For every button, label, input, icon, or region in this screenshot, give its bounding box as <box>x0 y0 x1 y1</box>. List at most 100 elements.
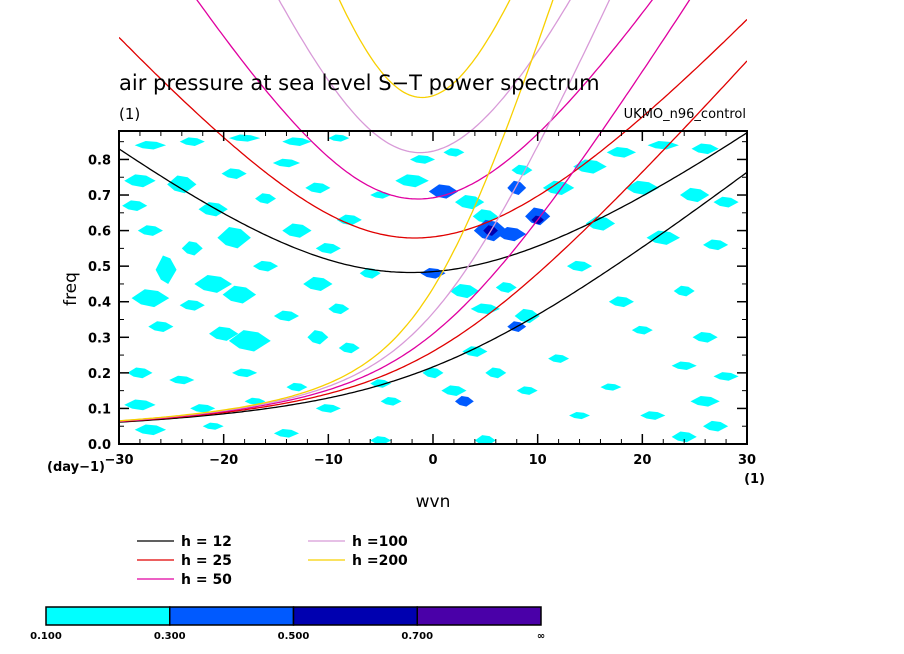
power-patch <box>646 230 681 245</box>
power-patch <box>228 330 271 352</box>
power-patch <box>703 239 729 251</box>
y-axis-label: freq <box>61 272 81 306</box>
legend-label: h =100 <box>352 534 408 550</box>
colorbar-label: 0.500 <box>278 631 310 642</box>
y-tick-label: 0.1 <box>88 402 111 417</box>
y-tick-label: 0.5 <box>88 260 111 275</box>
dispersion-curve-lower-h25 <box>119 60 747 423</box>
power-patch <box>328 303 350 315</box>
dispersion-curve-upper-h100 <box>278 0 571 154</box>
power-patch <box>640 411 666 420</box>
power-patch <box>221 168 247 180</box>
x-tick-label: 0 <box>428 453 437 468</box>
power-patch <box>124 174 156 188</box>
power-patch <box>202 422 224 430</box>
power-patch <box>167 175 197 194</box>
legend-label: h = 12 <box>181 534 232 550</box>
power-contour-patches <box>122 134 739 444</box>
x-tick-label: −20 <box>209 453 238 468</box>
power-patch <box>511 164 533 176</box>
y-tick-label: 0.8 <box>88 153 111 168</box>
power-patch <box>713 372 739 381</box>
power-patch <box>272 158 301 168</box>
power-patch <box>307 330 329 345</box>
power-patch <box>380 397 402 406</box>
power-patch <box>282 223 312 238</box>
power-patch <box>315 404 341 413</box>
power-patch <box>625 180 660 196</box>
power-patch <box>370 379 392 388</box>
power-patch <box>305 182 331 194</box>
legend-label: h = 50 <box>181 572 232 588</box>
power-patch <box>680 187 710 203</box>
colorbar-segment <box>416 606 542 626</box>
colorbar-segment <box>292 606 418 626</box>
power-patch <box>370 436 392 444</box>
power-patch <box>303 276 333 292</box>
power-patch <box>228 134 261 142</box>
power-patch <box>179 137 205 146</box>
power-patch <box>495 282 517 293</box>
power-patch <box>252 260 279 272</box>
power-patch <box>209 326 239 341</box>
dispersion-curve-lower-h12 <box>119 171 747 423</box>
x-tick-label: −30 <box>105 453 134 468</box>
power-patch <box>441 385 467 396</box>
power-patch <box>449 283 480 299</box>
power-patch <box>585 216 616 231</box>
power-patch <box>673 285 695 297</box>
power-patch <box>315 243 341 254</box>
power-patch <box>566 260 593 272</box>
power-patch <box>514 308 540 324</box>
power-patch <box>395 174 429 188</box>
dispersion-curve-lower-h200 <box>119 0 554 422</box>
colorbar-segment <box>169 606 295 626</box>
power-patch <box>474 435 496 444</box>
power-patch <box>370 191 392 199</box>
colorbar-label: 0.300 <box>154 631 186 642</box>
power-patch <box>548 354 570 363</box>
dispersion-curve-lower-h50 <box>119 0 691 422</box>
dispersion-curve-upper-h200 <box>338 0 511 99</box>
power-patch <box>454 195 485 210</box>
x-tick-label: −10 <box>314 453 343 468</box>
power-patch <box>131 289 170 308</box>
y-tick-label: 0.3 <box>88 331 111 346</box>
power-patch <box>134 424 167 436</box>
power-patch <box>217 227 251 249</box>
y-tick-label: 0.6 <box>88 225 111 240</box>
power-patch <box>169 375 195 385</box>
dispersion-curve-upper-h12 <box>119 132 747 274</box>
subtitle-model: UKMO_n96_control <box>624 107 746 122</box>
y-axis-ticks: 0.0 0.1 0.2 0.3 0.4 0.5 0.6 0.7 0.8 <box>88 141 747 453</box>
x-axis-label: wvn <box>416 492 451 512</box>
legend-label: h = 25 <box>181 553 232 569</box>
power-patch <box>713 196 739 208</box>
colorbar-label: 0.700 <box>401 631 433 642</box>
colorbar-segment <box>45 606 171 626</box>
power-patch <box>496 227 527 242</box>
power-patch <box>462 346 488 357</box>
x-tick-label: 30 <box>738 453 756 468</box>
dispersion-curves <box>119 0 747 423</box>
x-tick-label: 10 <box>529 453 547 468</box>
power-patch <box>155 255 177 284</box>
chart-title: air pressure at sea level S−T power spec… <box>119 71 600 95</box>
colorbar-label: 0.100 <box>30 631 62 642</box>
y-tick-label: 0.4 <box>88 296 111 311</box>
power-patch <box>328 134 350 142</box>
power-patch <box>647 140 679 150</box>
power-patch <box>608 296 634 308</box>
power-patch <box>569 411 590 420</box>
power-patch <box>148 321 174 332</box>
x-axis-ticks: −30 −20 −10 0 10 20 30 <box>105 131 756 468</box>
y-unit-label: (day−1) <box>47 460 105 475</box>
power-patch <box>282 137 312 146</box>
dispersion-curve-upper-h50 <box>196 0 654 200</box>
power-patch <box>542 180 575 196</box>
y-tick-label: 0.0 <box>88 438 111 453</box>
power-patch <box>690 395 720 407</box>
colorbar-label: ∞ <box>537 631 545 642</box>
power-patch <box>671 431 697 443</box>
